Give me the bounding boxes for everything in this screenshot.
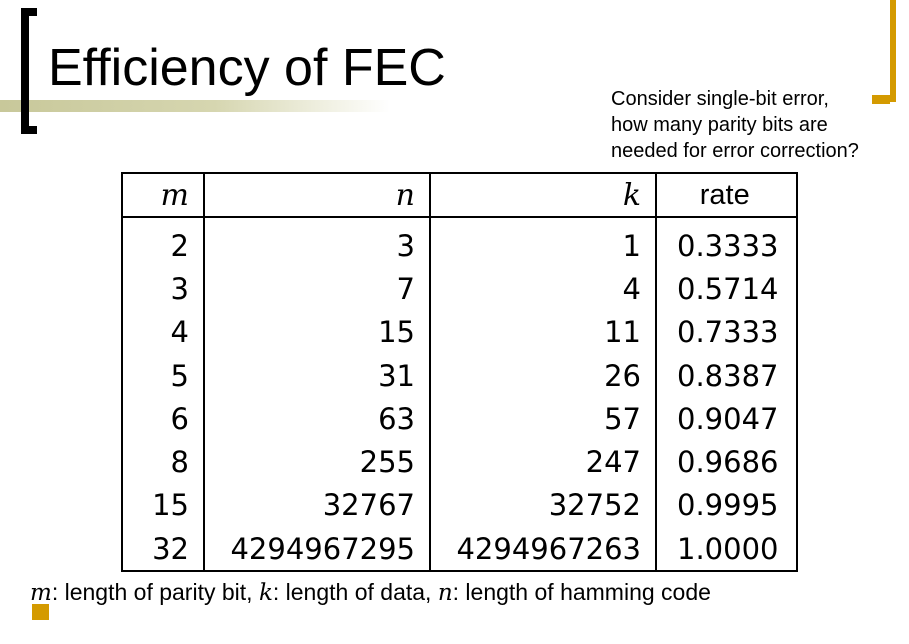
- side-note-line: needed for error correction?: [611, 140, 859, 162]
- cell-rate: 0.9995: [654, 483, 799, 528]
- table-row: 8 255 247 0.9686: [121, 440, 799, 484]
- caption-m-desc: : length of parity bit,: [51, 579, 259, 605]
- cell-k: 57: [429, 397, 657, 441]
- cell-rate: 1.0000: [654, 527, 799, 572]
- table-body: 2 3 1 0.3333 3 7 4 0.5714 4 15 11 0.7333 5 31 26 0.8387…: [121, 217, 799, 572]
- cell-m: 6: [121, 397, 205, 441]
- cell-k: 4: [429, 267, 657, 311]
- table-header-row: m n k rate: [121, 173, 799, 218]
- cell-k: 11: [429, 310, 657, 354]
- side-note-line: Consider single-bit error,: [611, 88, 829, 110]
- header-k: k: [429, 173, 657, 218]
- cell-rate: 0.9047: [654, 397, 799, 441]
- caption-k-symbol: k: [258, 580, 273, 606]
- cell-m: 2: [121, 217, 205, 268]
- caption-m-symbol: m: [30, 580, 52, 606]
- header-n: n: [203, 173, 431, 218]
- caption-n-symbol: n: [437, 580, 453, 606]
- table-row: 32 4294967295 4294967263 1.0000: [121, 527, 799, 572]
- cell-k: 26: [429, 353, 657, 398]
- cell-n: 255: [203, 440, 431, 484]
- cell-n: 3: [203, 217, 431, 268]
- table-row: 4 15 11 0.7333: [121, 310, 799, 354]
- side-note: Consider single-bit error, how many pari…: [611, 86, 907, 164]
- table-row: 6 63 57 0.9047: [121, 397, 799, 441]
- cell-rate: 0.7333: [654, 310, 799, 354]
- table-row: 3 7 4 0.5714: [121, 267, 799, 311]
- cell-n: 63: [203, 397, 431, 441]
- cell-m: 4: [121, 310, 205, 354]
- cell-k: 1: [429, 217, 657, 268]
- cell-m: 15: [121, 483, 205, 528]
- cell-k: 4294967263: [429, 527, 657, 572]
- cell-rate: 0.9686: [654, 440, 799, 484]
- cell-m: 8: [121, 440, 205, 484]
- cell-n: 7: [203, 267, 431, 311]
- cell-k: 32752: [429, 483, 657, 528]
- cell-m: 32: [121, 527, 205, 572]
- hamming-table-container: m n k rate 2 3 1 0.3333 3 7 4 0.5714 4 15 11 0.7333…: [121, 172, 799, 573]
- table-caption: m: length of parity bit, k: length of da…: [30, 579, 711, 606]
- cell-n: 4294967295: [203, 527, 431, 572]
- table-row: 15 32767 32752 0.9995: [121, 483, 799, 528]
- caption-n-desc: : length of hamming code: [452, 579, 711, 605]
- table-row: 5 31 26 0.8387: [121, 353, 799, 398]
- left-bracket-decoration: [21, 8, 37, 134]
- cell-m: 3: [121, 267, 205, 311]
- slide-title: Efficiency of FEC: [48, 39, 446, 97]
- cell-m: 5: [121, 353, 205, 398]
- side-note-line: how many parity bits are: [611, 114, 828, 136]
- accent-square-top: [872, 95, 890, 104]
- accent-square-bottom: [32, 604, 49, 620]
- table-row: 2 3 1 0.3333: [121, 217, 799, 268]
- cell-rate: 0.8387: [654, 353, 799, 398]
- cell-n: 15: [203, 310, 431, 354]
- title-underline-bar: [0, 100, 390, 112]
- hamming-efficiency-table: m n k rate 2 3 1 0.3333 3 7 4 0.5714 4 15 11 0.7333…: [121, 172, 799, 573]
- cell-n: 31: [203, 353, 431, 398]
- header-m: m: [121, 173, 205, 218]
- cell-rate: 0.3333: [654, 217, 799, 268]
- cell-rate: 0.5714: [654, 267, 799, 311]
- right-bracket-decoration: [884, 0, 896, 102]
- header-rate: rate: [654, 173, 799, 218]
- cell-k: 247: [429, 440, 657, 484]
- caption-k-desc: : length of data,: [272, 579, 438, 605]
- cell-n: 32767: [203, 483, 431, 528]
